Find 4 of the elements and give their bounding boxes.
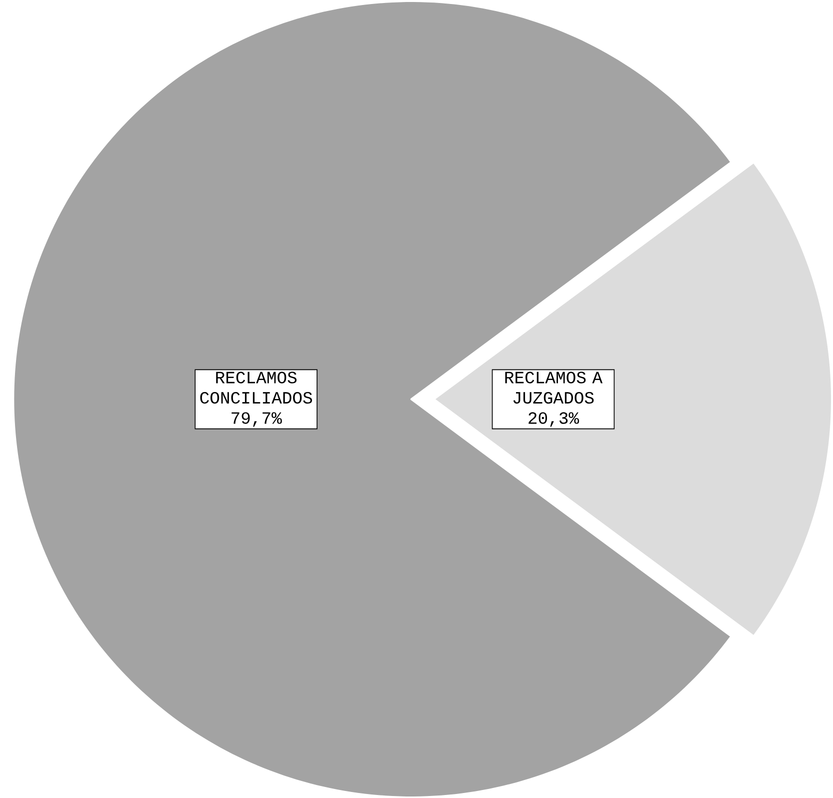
data-label: 79,7%	[232, 412, 282, 427]
slice-label: RECLAMOS A JUZGADOS	[505, 371, 603, 404]
data-label: 20,3%	[528, 412, 580, 427]
slice-label: RECLAMOS CONCILIADOS	[200, 371, 312, 404]
